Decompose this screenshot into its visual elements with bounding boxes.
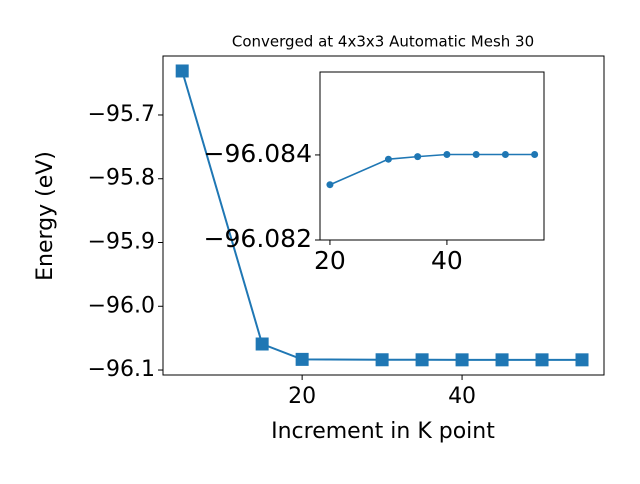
marker — [415, 353, 429, 367]
marker — [295, 352, 309, 366]
x-tick-label: 20 — [288, 384, 316, 409]
y-tick-label: −95.9 — [88, 230, 155, 255]
x-tick-label: 40 — [431, 246, 463, 275]
marker — [455, 353, 469, 367]
marker — [531, 151, 539, 159]
marker — [501, 151, 509, 159]
y-tick-label: −95.8 — [88, 166, 155, 191]
marker — [375, 353, 389, 367]
x-axis-label: Increment in K point — [271, 419, 495, 444]
marker — [255, 337, 269, 351]
marker — [495, 353, 509, 367]
y-tick-label: −96.1 — [88, 357, 155, 382]
x-tick-label: 20 — [314, 246, 346, 275]
y-tick-label: −95.7 — [88, 102, 155, 127]
chart-title: Converged at 4x3x3 Automatic Mesh 30 — [232, 33, 534, 51]
marker — [326, 181, 334, 189]
marker — [472, 151, 480, 159]
y-tick-label: −96.0 — [88, 293, 155, 318]
marker — [443, 151, 451, 159]
y-tick-label: −96.082 — [204, 224, 312, 253]
y-tick-label: −96.084 — [204, 139, 312, 168]
marker — [575, 353, 589, 367]
marker — [384, 155, 392, 163]
marker — [535, 353, 549, 367]
marker — [414, 153, 422, 161]
y-axis-label: Energy (eV) — [33, 151, 58, 281]
marker — [175, 64, 189, 78]
x-tick-label: 40 — [448, 384, 476, 409]
